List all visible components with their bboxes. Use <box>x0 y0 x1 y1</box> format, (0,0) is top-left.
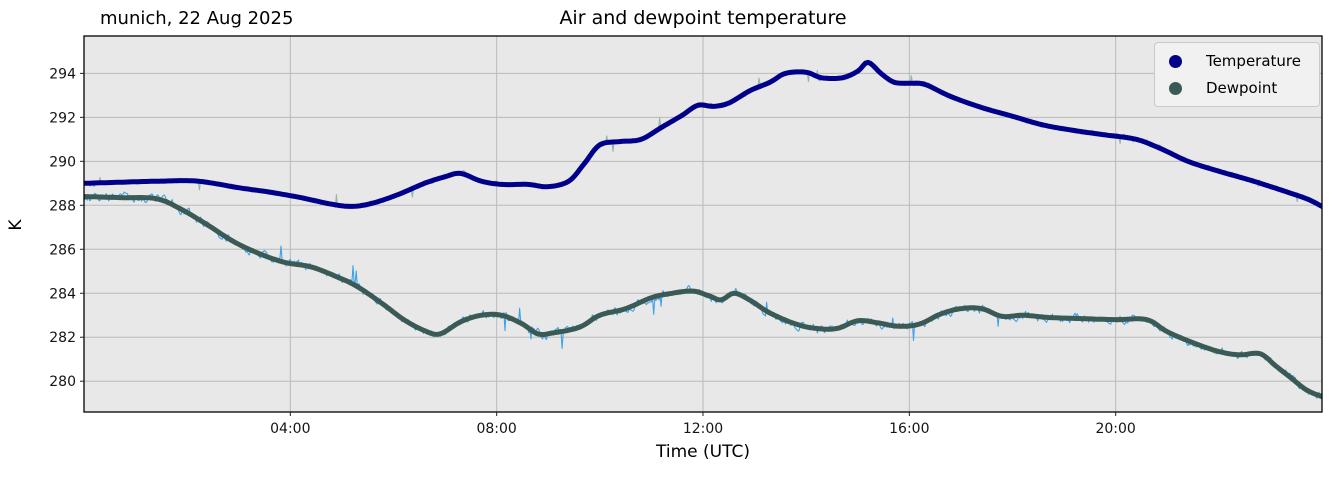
x-tick-label: 04:00 <box>270 421 310 437</box>
legend: Temperature Dewpoint <box>1153 42 1320 107</box>
chart-annotation: munich, 22 Aug 2025 <box>100 8 294 29</box>
chart-title: Air and dewpoint temperature <box>559 7 847 29</box>
x-axis-label: Time (UTC) <box>656 442 750 462</box>
x-tick-label: 16:00 <box>889 421 929 437</box>
x-tick-label: 08:00 <box>476 421 516 437</box>
x-tick-label: 20:00 <box>1095 421 1135 437</box>
legend-label-temperature: Temperature <box>1205 52 1301 70</box>
y-tick-label: 282 <box>49 330 76 346</box>
legend-item-temperature: Temperature <box>1168 52 1301 70</box>
x-tick-label: 12:00 <box>683 421 723 437</box>
y-tick-label: 286 <box>49 242 76 258</box>
y-tick-label: 290 <box>49 154 76 170</box>
dewpoint-marker-icon <box>1168 81 1182 95</box>
y-tick-label: 280 <box>49 374 76 390</box>
temperature-line <box>84 59 1322 209</box>
y-tick-label: 284 <box>49 286 76 302</box>
y-tick-label: 288 <box>49 198 76 214</box>
legend-label-dewpoint: Dewpoint <box>1205 79 1278 97</box>
temperature-marker-icon <box>1168 54 1182 68</box>
dewpoint-line <box>84 194 1322 400</box>
legend-item-dewpoint: Dewpoint <box>1168 79 1301 97</box>
y-tick-label: 292 <box>49 110 76 126</box>
y-tick-label: 294 <box>49 66 76 82</box>
